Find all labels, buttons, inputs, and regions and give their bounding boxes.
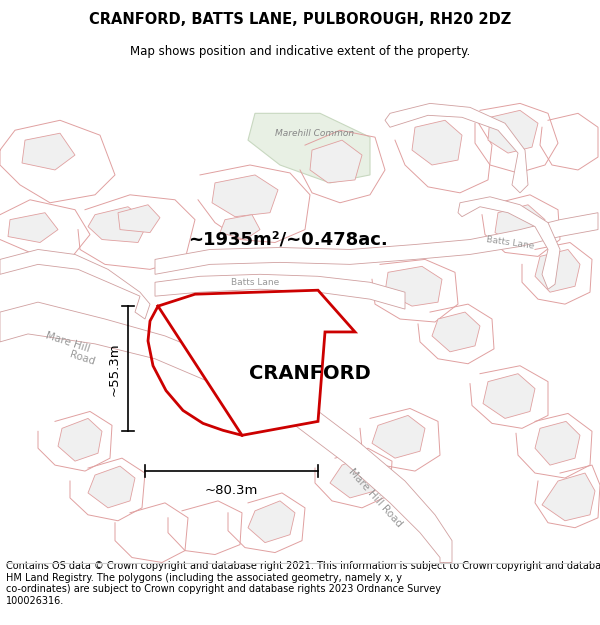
Polygon shape (458, 197, 560, 289)
Polygon shape (310, 140, 362, 183)
Polygon shape (483, 374, 535, 418)
Polygon shape (155, 274, 405, 309)
Text: CRANFORD: CRANFORD (249, 364, 371, 383)
Polygon shape (542, 473, 595, 521)
Polygon shape (432, 312, 480, 352)
Text: Map shows position and indicative extent of the property.: Map shows position and indicative extent… (130, 45, 470, 58)
Polygon shape (488, 111, 538, 153)
Polygon shape (535, 249, 580, 292)
Text: ~1935m²/~0.478ac.: ~1935m²/~0.478ac. (188, 231, 388, 249)
Polygon shape (412, 120, 462, 165)
Polygon shape (385, 103, 528, 193)
Polygon shape (88, 466, 135, 508)
Polygon shape (118, 205, 160, 232)
Polygon shape (88, 207, 148, 242)
Text: Contains OS data © Crown copyright and database right 2021. This information is : Contains OS data © Crown copyright and d… (6, 561, 600, 606)
Text: ~80.3m: ~80.3m (205, 484, 258, 498)
Text: Batts Lane: Batts Lane (231, 278, 279, 287)
Polygon shape (385, 266, 442, 306)
Polygon shape (8, 213, 58, 243)
Polygon shape (0, 302, 452, 562)
Polygon shape (220, 214, 260, 239)
Text: ~55.3m: ~55.3m (107, 342, 121, 396)
Polygon shape (155, 213, 598, 274)
Polygon shape (372, 416, 425, 458)
Text: Marehill Common: Marehill Common (275, 129, 355, 138)
Text: Batts Lane: Batts Lane (485, 235, 535, 251)
Polygon shape (248, 501, 295, 542)
Text: Mare Hill: Mare Hill (44, 330, 91, 354)
Polygon shape (58, 418, 102, 461)
Polygon shape (495, 205, 545, 244)
Text: Mare Hill Road: Mare Hill Road (346, 467, 404, 529)
Polygon shape (0, 249, 150, 319)
Polygon shape (535, 421, 580, 465)
Text: Road: Road (68, 349, 96, 366)
Polygon shape (248, 113, 370, 183)
Polygon shape (330, 456, 380, 498)
Text: CRANFORD, BATTS LANE, PULBOROUGH, RH20 2DZ: CRANFORD, BATTS LANE, PULBOROUGH, RH20 2… (89, 12, 511, 27)
Polygon shape (212, 175, 278, 217)
Polygon shape (22, 133, 75, 170)
Polygon shape (158, 290, 355, 435)
